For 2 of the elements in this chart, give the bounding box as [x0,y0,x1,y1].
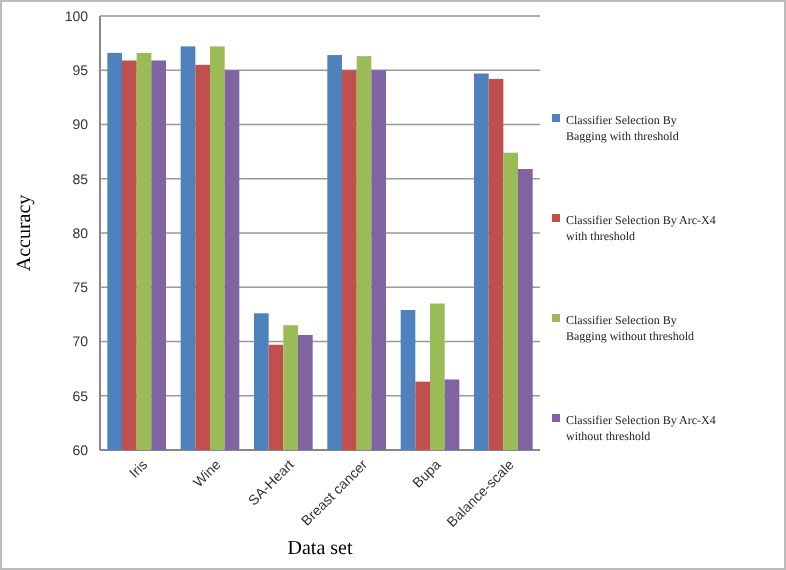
y-axis-title: Accuracy [14,194,36,272]
x-axis-title: Data set [287,538,353,560]
